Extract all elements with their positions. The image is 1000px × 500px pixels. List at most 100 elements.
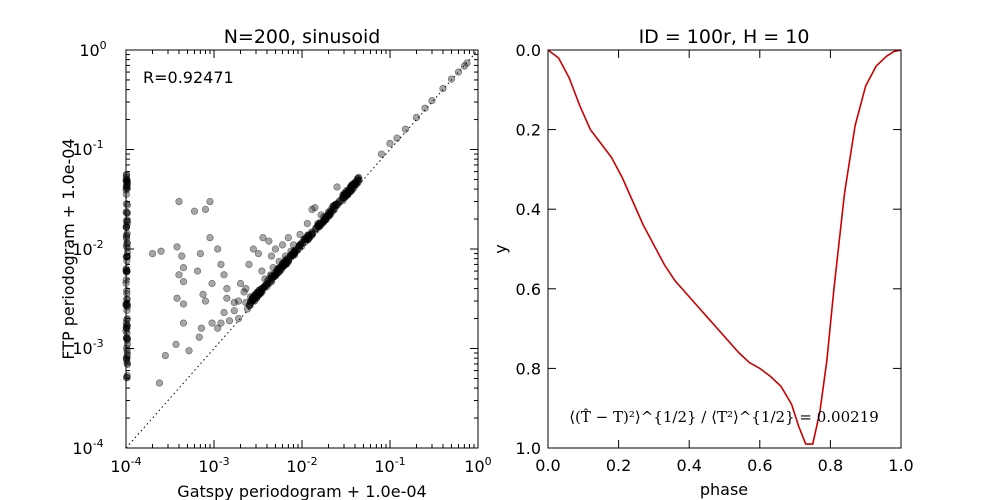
scatter-point: [280, 260, 289, 268]
scatter-point: [148, 249, 157, 258]
scatter-point: [242, 298, 250, 307]
scatter-point: [317, 221, 325, 229]
scatter-point: [190, 207, 199, 215]
scatter-point: [155, 379, 164, 387]
scatter-point: [220, 308, 228, 317]
reference-diagonal-line: [125, 49, 479, 449]
line-y-tick-label: 0.0: [516, 41, 541, 60]
scatter-point: [251, 297, 259, 305]
scatter-point: [123, 289, 131, 298]
scatter-point: [463, 59, 471, 67]
scatter-point: [225, 317, 234, 325]
scatter-y-tick-label: 100: [79, 39, 106, 60]
line-x-tick-label: 0.2: [606, 456, 631, 475]
scatter-point: [242, 285, 250, 293]
line-x-tick-label: 1.0: [888, 456, 913, 475]
scatter-point: [123, 321, 131, 330]
scatter-point: [439, 84, 447, 93]
scatter-point: [179, 319, 188, 327]
scatter-point: [161, 351, 169, 360]
scatter-point: [122, 268, 131, 276]
line-y-tick-label: 0.4: [516, 200, 541, 219]
scatter-point: [214, 324, 222, 332]
scatter-point: [257, 289, 265, 297]
scatter-point: [330, 205, 339, 213]
scatter-point: [175, 271, 183, 279]
scatter-point: [201, 297, 210, 305]
scatter-point: [447, 75, 456, 83]
scatter-point: [333, 183, 341, 191]
scatter-point: [223, 294, 231, 302]
scatter-point: [454, 68, 463, 76]
scatter-point: [223, 285, 231, 293]
scatter-point: [334, 199, 342, 207]
scatter-point: [179, 264, 188, 272]
scatter-point: [173, 294, 181, 302]
scatter-point: [346, 185, 354, 193]
scatter-point: [421, 104, 429, 112]
scatter-point: [175, 197, 183, 206]
scatter-point: [217, 260, 225, 269]
scatter-point: [206, 197, 214, 206]
line-y-tick-label: 1.0: [516, 439, 541, 458]
scatter-x-tick-label: 10-4: [110, 455, 141, 476]
scatter-x-tick-label: 10-3: [198, 455, 229, 476]
scatter-y-tick-label: 10-4: [72, 437, 103, 458]
scatter-point: [193, 267, 202, 275]
scatter-point: [199, 290, 207, 298]
scatter-point: [123, 229, 131, 238]
scatter-point: [249, 245, 257, 253]
scatter-point: [178, 252, 186, 260]
scatter-ticks-layer: [125, 49, 479, 449]
scatter-point: [386, 139, 394, 148]
scatter-point: [250, 294, 259, 302]
scatter-y-axis-label: FTP periodogram + 1.0e-04: [59, 138, 78, 359]
scatter-point: [206, 234, 214, 242]
line-y-tick-label: 0.6: [516, 280, 541, 299]
scatter-point: [185, 347, 193, 355]
line-x-tick-label: 0.8: [818, 456, 843, 475]
scatter-point: [243, 305, 252, 313]
scatter-point: [240, 288, 248, 296]
scatter-point: [315, 220, 324, 228]
scatter-point: [305, 234, 313, 242]
line-plot-area: [548, 50, 901, 448]
line-y-tick-label: 0.8: [516, 359, 541, 378]
scatter-point: [220, 271, 228, 279]
scatter-point: [230, 298, 238, 307]
line-x-tick-label: 0.6: [747, 456, 772, 475]
scatter-point: [234, 314, 243, 323]
scatter-point: [195, 333, 203, 341]
scatter-x-tick-label: 10-1: [374, 455, 405, 476]
scatter-title: N=200, sinusoid: [224, 26, 381, 48]
scatter-point: [393, 134, 401, 142]
line-y-axis-label: y: [491, 244, 510, 253]
scatter-point: [339, 193, 348, 201]
scatter-point: [234, 297, 243, 305]
scatter-point: [208, 319, 216, 327]
scatter-point: [401, 125, 410, 133]
line-x-tick-label: 0.0: [535, 456, 560, 475]
scatter-point: [308, 229, 316, 237]
scatter-panel: N=200, sinusoid Gatspy periodogram + 1.0…: [59, 26, 492, 500]
scatter-point: [197, 324, 206, 332]
scatter-point: [208, 279, 216, 288]
scatter-y-tick-label: 10-3: [72, 337, 103, 358]
scatter-point: [304, 235, 312, 243]
scatter-point: [196, 249, 204, 258]
scatter-point: [273, 267, 281, 275]
scatter-point: [294, 245, 302, 253]
scatter-point: [179, 300, 188, 308]
scatter-x-tick-label: 100: [464, 455, 491, 476]
line-x-tick-label: 0.4: [676, 456, 701, 475]
scatter-point: [311, 204, 319, 212]
scatter-point: [347, 187, 355, 195]
scatter-point: [412, 113, 421, 122]
scatter-point: [428, 97, 436, 105]
scatter-point: [284, 234, 292, 242]
scatter-point: [123, 235, 131, 243]
scatter-point: [123, 315, 131, 324]
scatter-point: [258, 267, 266, 275]
scatter-point: [267, 271, 275, 279]
